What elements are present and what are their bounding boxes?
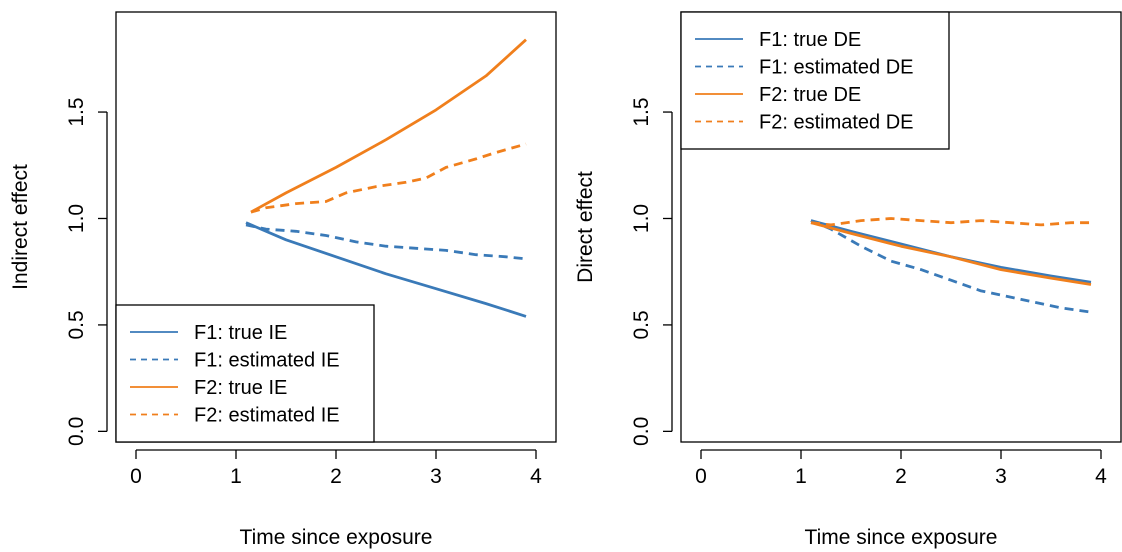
legend-label: F1: true DE	[759, 29, 861, 51]
series-line-f1-estimated-de	[810, 219, 1092, 314]
series-line-f1-estimated-ie	[245, 223, 527, 261]
series-line-f1-true-ie	[245, 221, 527, 318]
x-tick-label: 4	[1095, 465, 1107, 488]
legend-label: F1: estimated IE	[194, 350, 340, 372]
y-tick-label: 1.5	[630, 97, 653, 126]
series-line-f2-estimated-de	[810, 217, 1091, 227]
series-line-f2-estimated-ie	[250, 142, 527, 214]
legend-label: F2: estimated DE	[759, 112, 914, 134]
legend-box	[680, 11, 950, 150]
x-tick-label: 4	[530, 465, 542, 488]
x-tick-label: 3	[430, 465, 442, 488]
x-tick-label: 0	[130, 465, 142, 488]
series-layer	[810, 217, 1092, 314]
x-axis-title: Time since exposure	[805, 526, 998, 549]
series-layer	[245, 38, 527, 318]
y-tick-label: 0.5	[65, 310, 88, 339]
y-axis-title: Indirect effect	[9, 164, 32, 290]
legend-label: F1: true IE	[194, 322, 287, 344]
legend-label: F2: true IE	[194, 377, 287, 399]
legend: F1: true DE F1: estimated DE F2: true DE F2…	[680, 11, 950, 150]
legend-label: F1: estimated DE	[759, 57, 914, 79]
y-tick-label: 1.0	[65, 204, 88, 233]
y-tick-label: 0.0	[65, 417, 88, 446]
legend-label: F2: true DE	[759, 84, 861, 106]
x-tick-label: 3	[995, 465, 1007, 488]
x-tick-label: 2	[330, 465, 342, 488]
axes-layer: 0 1 2 3 4 0.0 0.5 1.0 1.5	[65, 97, 542, 488]
y-tick-label: 0.0	[630, 417, 653, 446]
legend: F1: true IE F1: estimated IE F2: true IE F2…	[115, 304, 375, 443]
y-tick-label: 0.5	[630, 310, 653, 339]
series-line-f2-true-de	[810, 221, 1092, 286]
x-tick-label: 2	[895, 465, 907, 488]
x-tick-label: 0	[695, 465, 707, 488]
y-tick-label: 1.0	[630, 204, 653, 233]
legend-label: F2: estimated IE	[194, 405, 340, 427]
legend-box	[115, 304, 375, 443]
series-line-f2-true-ie	[250, 38, 527, 214]
y-tick-label: 1.5	[65, 97, 88, 126]
x-tick-label: 1	[230, 465, 242, 488]
series-line-f1-true-de	[810, 219, 1092, 284]
x-tick-label: 1	[795, 465, 807, 488]
y-axis-title: Direct effect	[574, 171, 597, 283]
axes-layer: 0 1 2 3 4 0.0 0.5 1.0 1.5	[630, 97, 1107, 488]
x-axis-title: Time since exposure	[240, 526, 433, 549]
indirect-effect-panel: 0 1 2 3 4 0.0 0.5 1.0 1.5 Time since exposure In…	[9, 11, 557, 549]
direct-effect-panel: 0 1 2 3 4 0.0 0.5 1.0 1.5 Time since exposure Di…	[574, 11, 1122, 549]
